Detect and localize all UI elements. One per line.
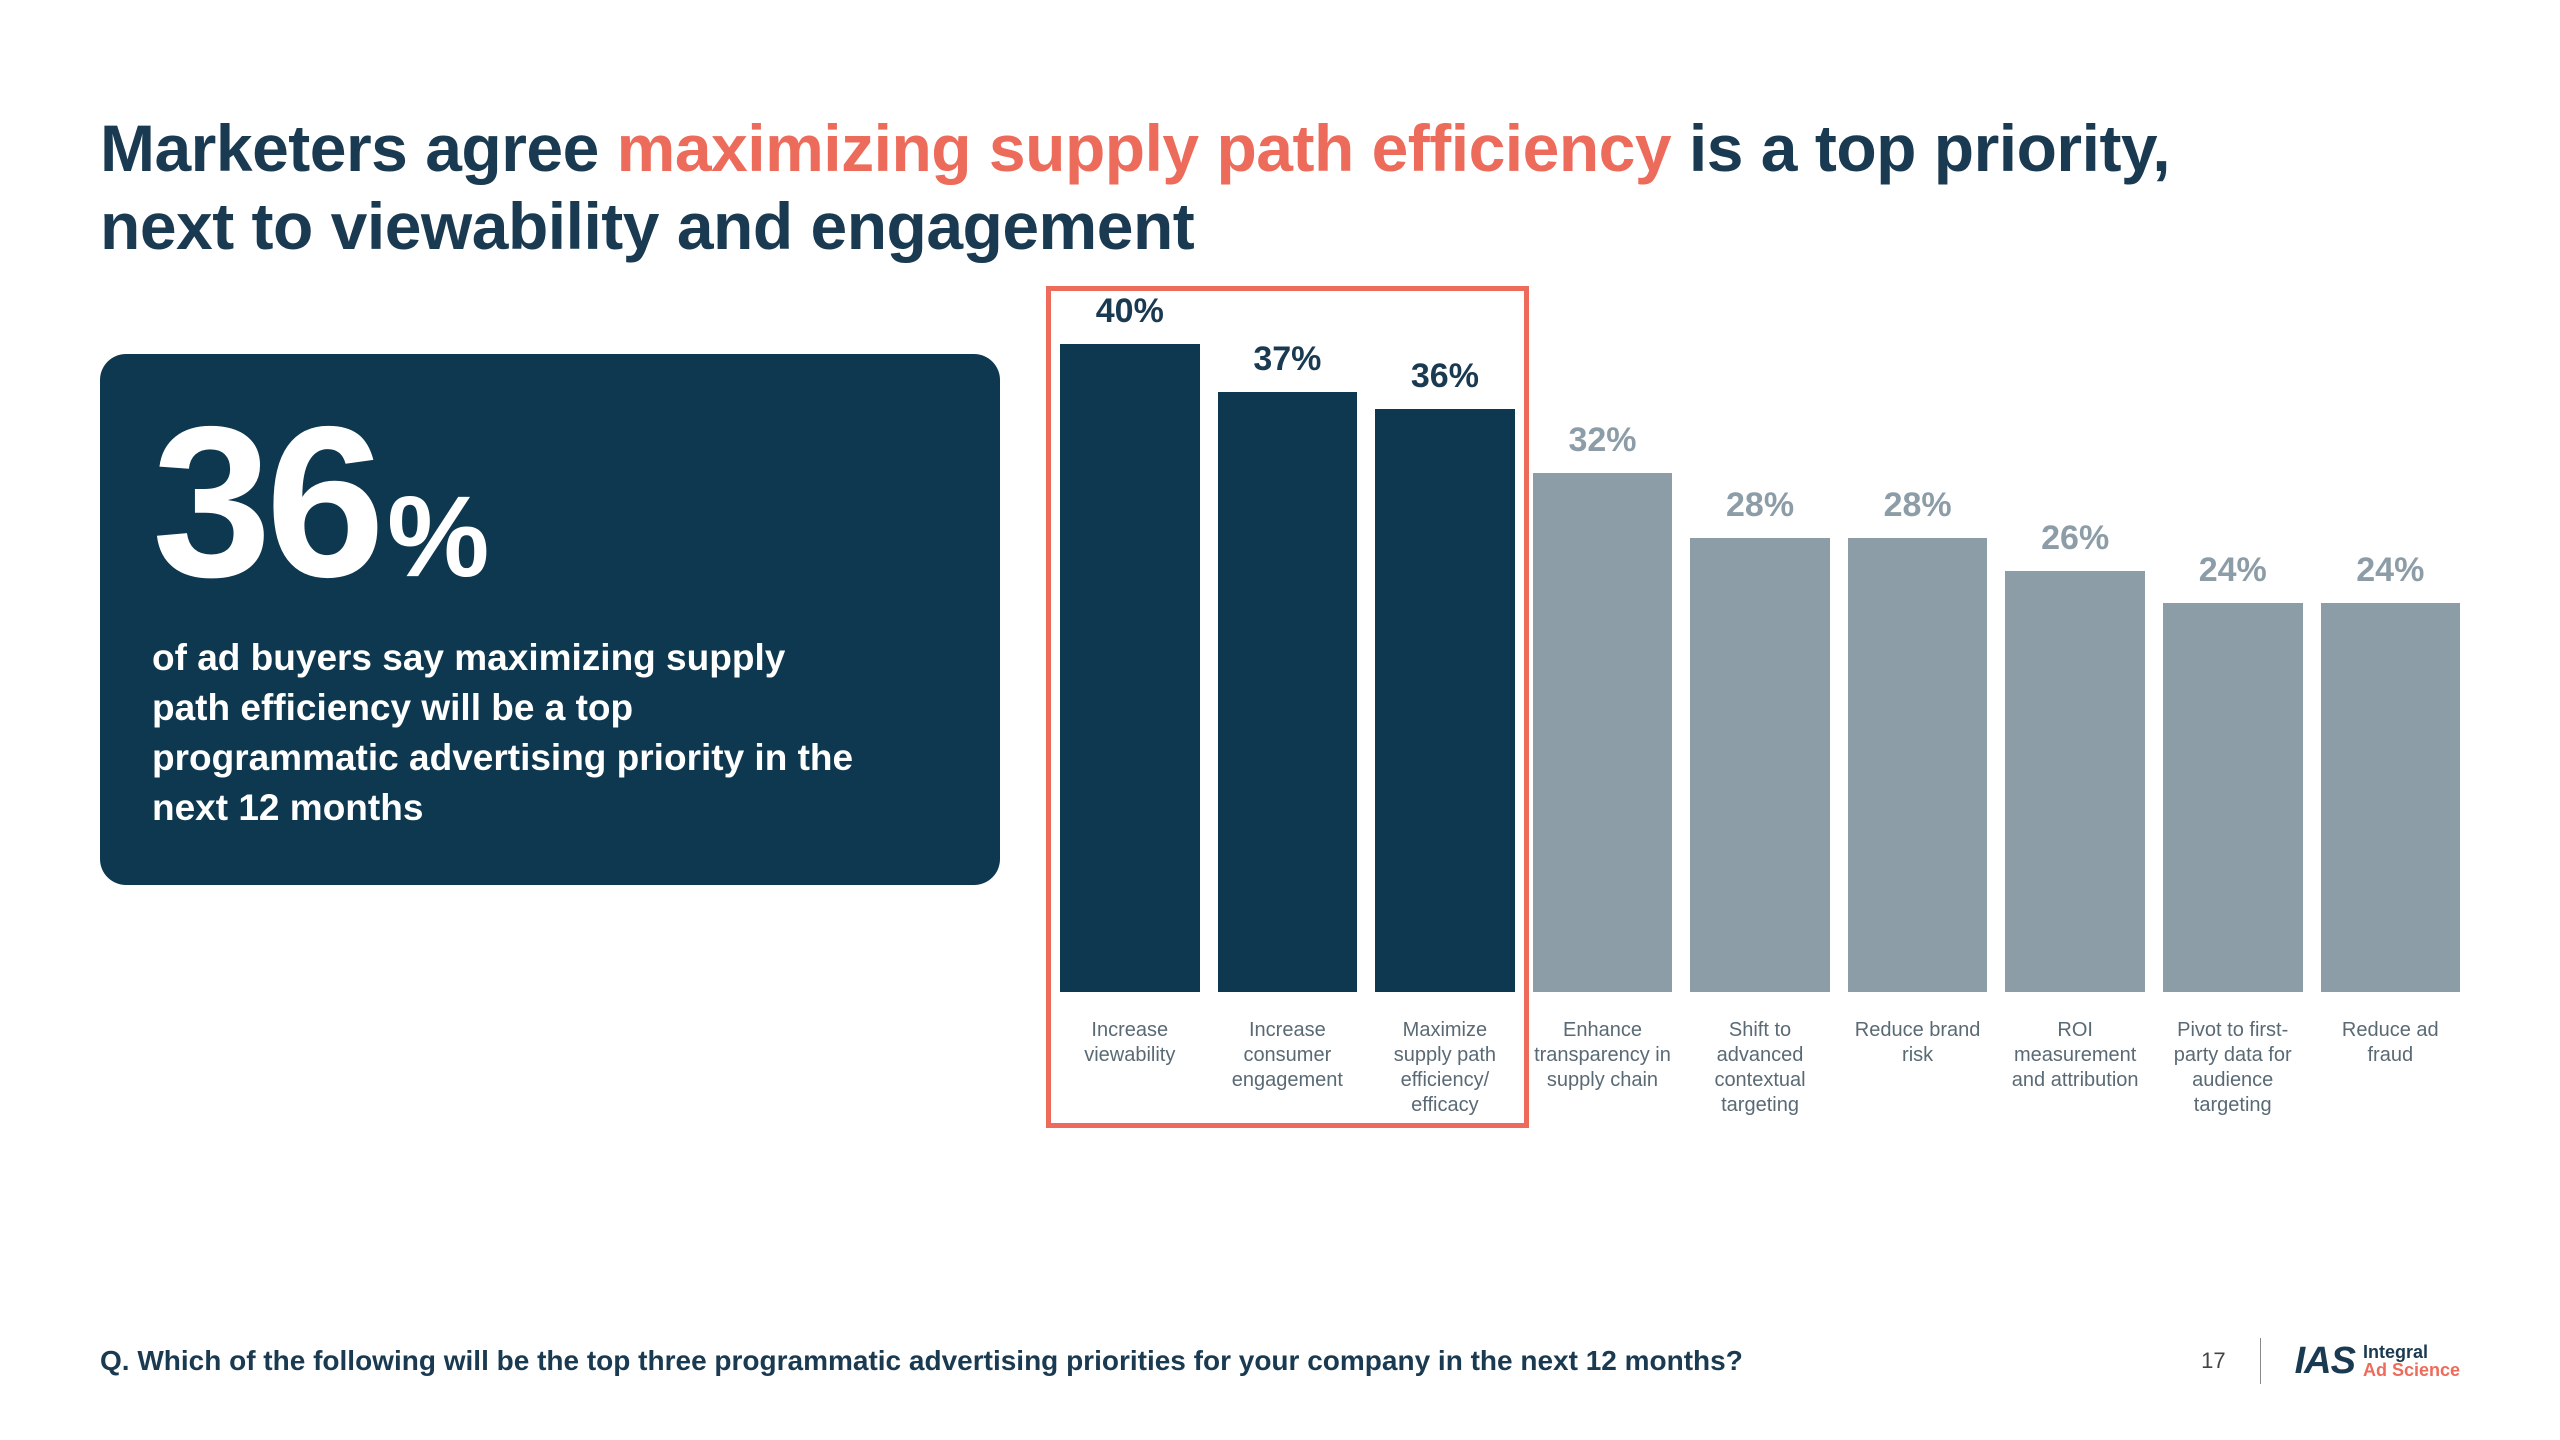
bar-rect xyxy=(1218,392,1358,991)
headline-part1: Marketers agree xyxy=(100,111,617,185)
bar-value-label: 28% xyxy=(1690,486,1830,525)
bar-value-label: 36% xyxy=(1375,357,1515,396)
bar-column: 37% xyxy=(1218,392,1358,991)
bar-rect xyxy=(2005,571,2145,992)
bar-value-label: 32% xyxy=(1533,421,1673,460)
x-axis-label: Shift to advanced contextual targeting xyxy=(1690,1018,1830,1118)
headline-accent: maximizing supply path efficiency xyxy=(617,111,1671,185)
stat-percent-sign: % xyxy=(387,471,489,603)
logo-text: Integral Ad Science xyxy=(2363,1343,2460,1379)
x-axis-label: Pivot to first-party data for audience t… xyxy=(2163,1018,2303,1118)
bar-value-label: 26% xyxy=(2005,519,2145,558)
x-axis-label: Reduce ad fraud xyxy=(2321,1018,2461,1118)
bar-rect xyxy=(1848,538,1988,992)
footer-right: 17 IAS Integral Ad Science xyxy=(2201,1338,2460,1384)
bar-column: 24% xyxy=(2321,603,2461,992)
x-axis-label: Reduce brand risk xyxy=(1848,1018,1988,1118)
bar-rect xyxy=(1060,344,1200,992)
bar-rect xyxy=(2321,603,2461,992)
headline: Marketers agree maximizing supply path e… xyxy=(100,110,2200,266)
bar-value-label: 28% xyxy=(1848,486,1988,525)
chart-area: 40%37%36%32%28%28%26%24%24% xyxy=(1060,344,2460,1004)
bar-rect xyxy=(1690,538,1830,992)
bar-value-label: 37% xyxy=(1218,340,1358,379)
content-row: 36 % of ad buyers say maximizing supply … xyxy=(100,344,2460,1174)
stat-card: 36 % of ad buyers say maximizing supply … xyxy=(100,354,1000,885)
bar-column: 24% xyxy=(2163,603,2303,992)
slide-container: Marketers agree maximizing supply path e… xyxy=(0,0,2560,1440)
bar-rect xyxy=(2163,603,2303,992)
logo-line1: Integral xyxy=(2363,1343,2460,1361)
bar-column: 28% xyxy=(1690,538,1830,992)
bar-value-label: 24% xyxy=(2163,551,2303,590)
bar-column: 32% xyxy=(1533,473,1673,991)
footer: Q. Which of the following will be the to… xyxy=(100,1338,2460,1384)
bar-column: 36% xyxy=(1375,409,1515,992)
bar-value-label: 40% xyxy=(1060,292,1200,331)
footer-divider xyxy=(2260,1338,2261,1384)
logo-ias-mark: IAS xyxy=(2295,1340,2355,1383)
survey-question: Q. Which of the following will be the to… xyxy=(100,1345,1743,1377)
logo-line2: Ad Science xyxy=(2363,1361,2460,1379)
bar-column: 26% xyxy=(2005,571,2145,992)
x-axis-label: Maximize supply path efficiency/ efficac… xyxy=(1375,1018,1515,1118)
ias-logo: IAS Integral Ad Science xyxy=(2295,1340,2460,1383)
x-axis-labels: Increase viewabilityIncrease consumer en… xyxy=(1060,1018,2460,1118)
bar-rect xyxy=(1375,409,1515,992)
stat-description: of ad buyers say maximizing supply path … xyxy=(152,633,872,833)
x-axis-label: Increase consumer engagement xyxy=(1218,1018,1358,1118)
bar-column: 40% xyxy=(1060,344,1200,992)
bar-column: 28% xyxy=(1848,538,1988,992)
bar-value-label: 24% xyxy=(2321,551,2461,590)
bar-rect xyxy=(1533,473,1673,991)
stat-number: 36 xyxy=(152,394,379,609)
page-number: 17 xyxy=(2201,1348,2225,1374)
x-axis-label: Increase viewability xyxy=(1060,1018,1200,1118)
stat-big-number: 36 % xyxy=(152,394,948,609)
x-axis-label: Enhance transparency in supply chain xyxy=(1533,1018,1673,1118)
x-axis-label: ROI measurement and attribution xyxy=(2005,1018,2145,1118)
bar-chart: 40%37%36%32%28%28%26%24%24% Increase vie… xyxy=(1060,344,2460,1174)
